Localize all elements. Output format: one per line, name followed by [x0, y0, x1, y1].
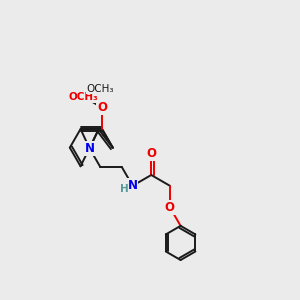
Text: N: N [85, 142, 94, 155]
Text: N: N [128, 179, 138, 192]
Text: O: O [146, 147, 156, 160]
Text: H: H [120, 184, 129, 194]
Text: O: O [97, 101, 107, 114]
Text: O: O [165, 201, 175, 214]
Text: OCH₃: OCH₃ [86, 84, 114, 94]
Text: OCH₃: OCH₃ [69, 92, 98, 102]
